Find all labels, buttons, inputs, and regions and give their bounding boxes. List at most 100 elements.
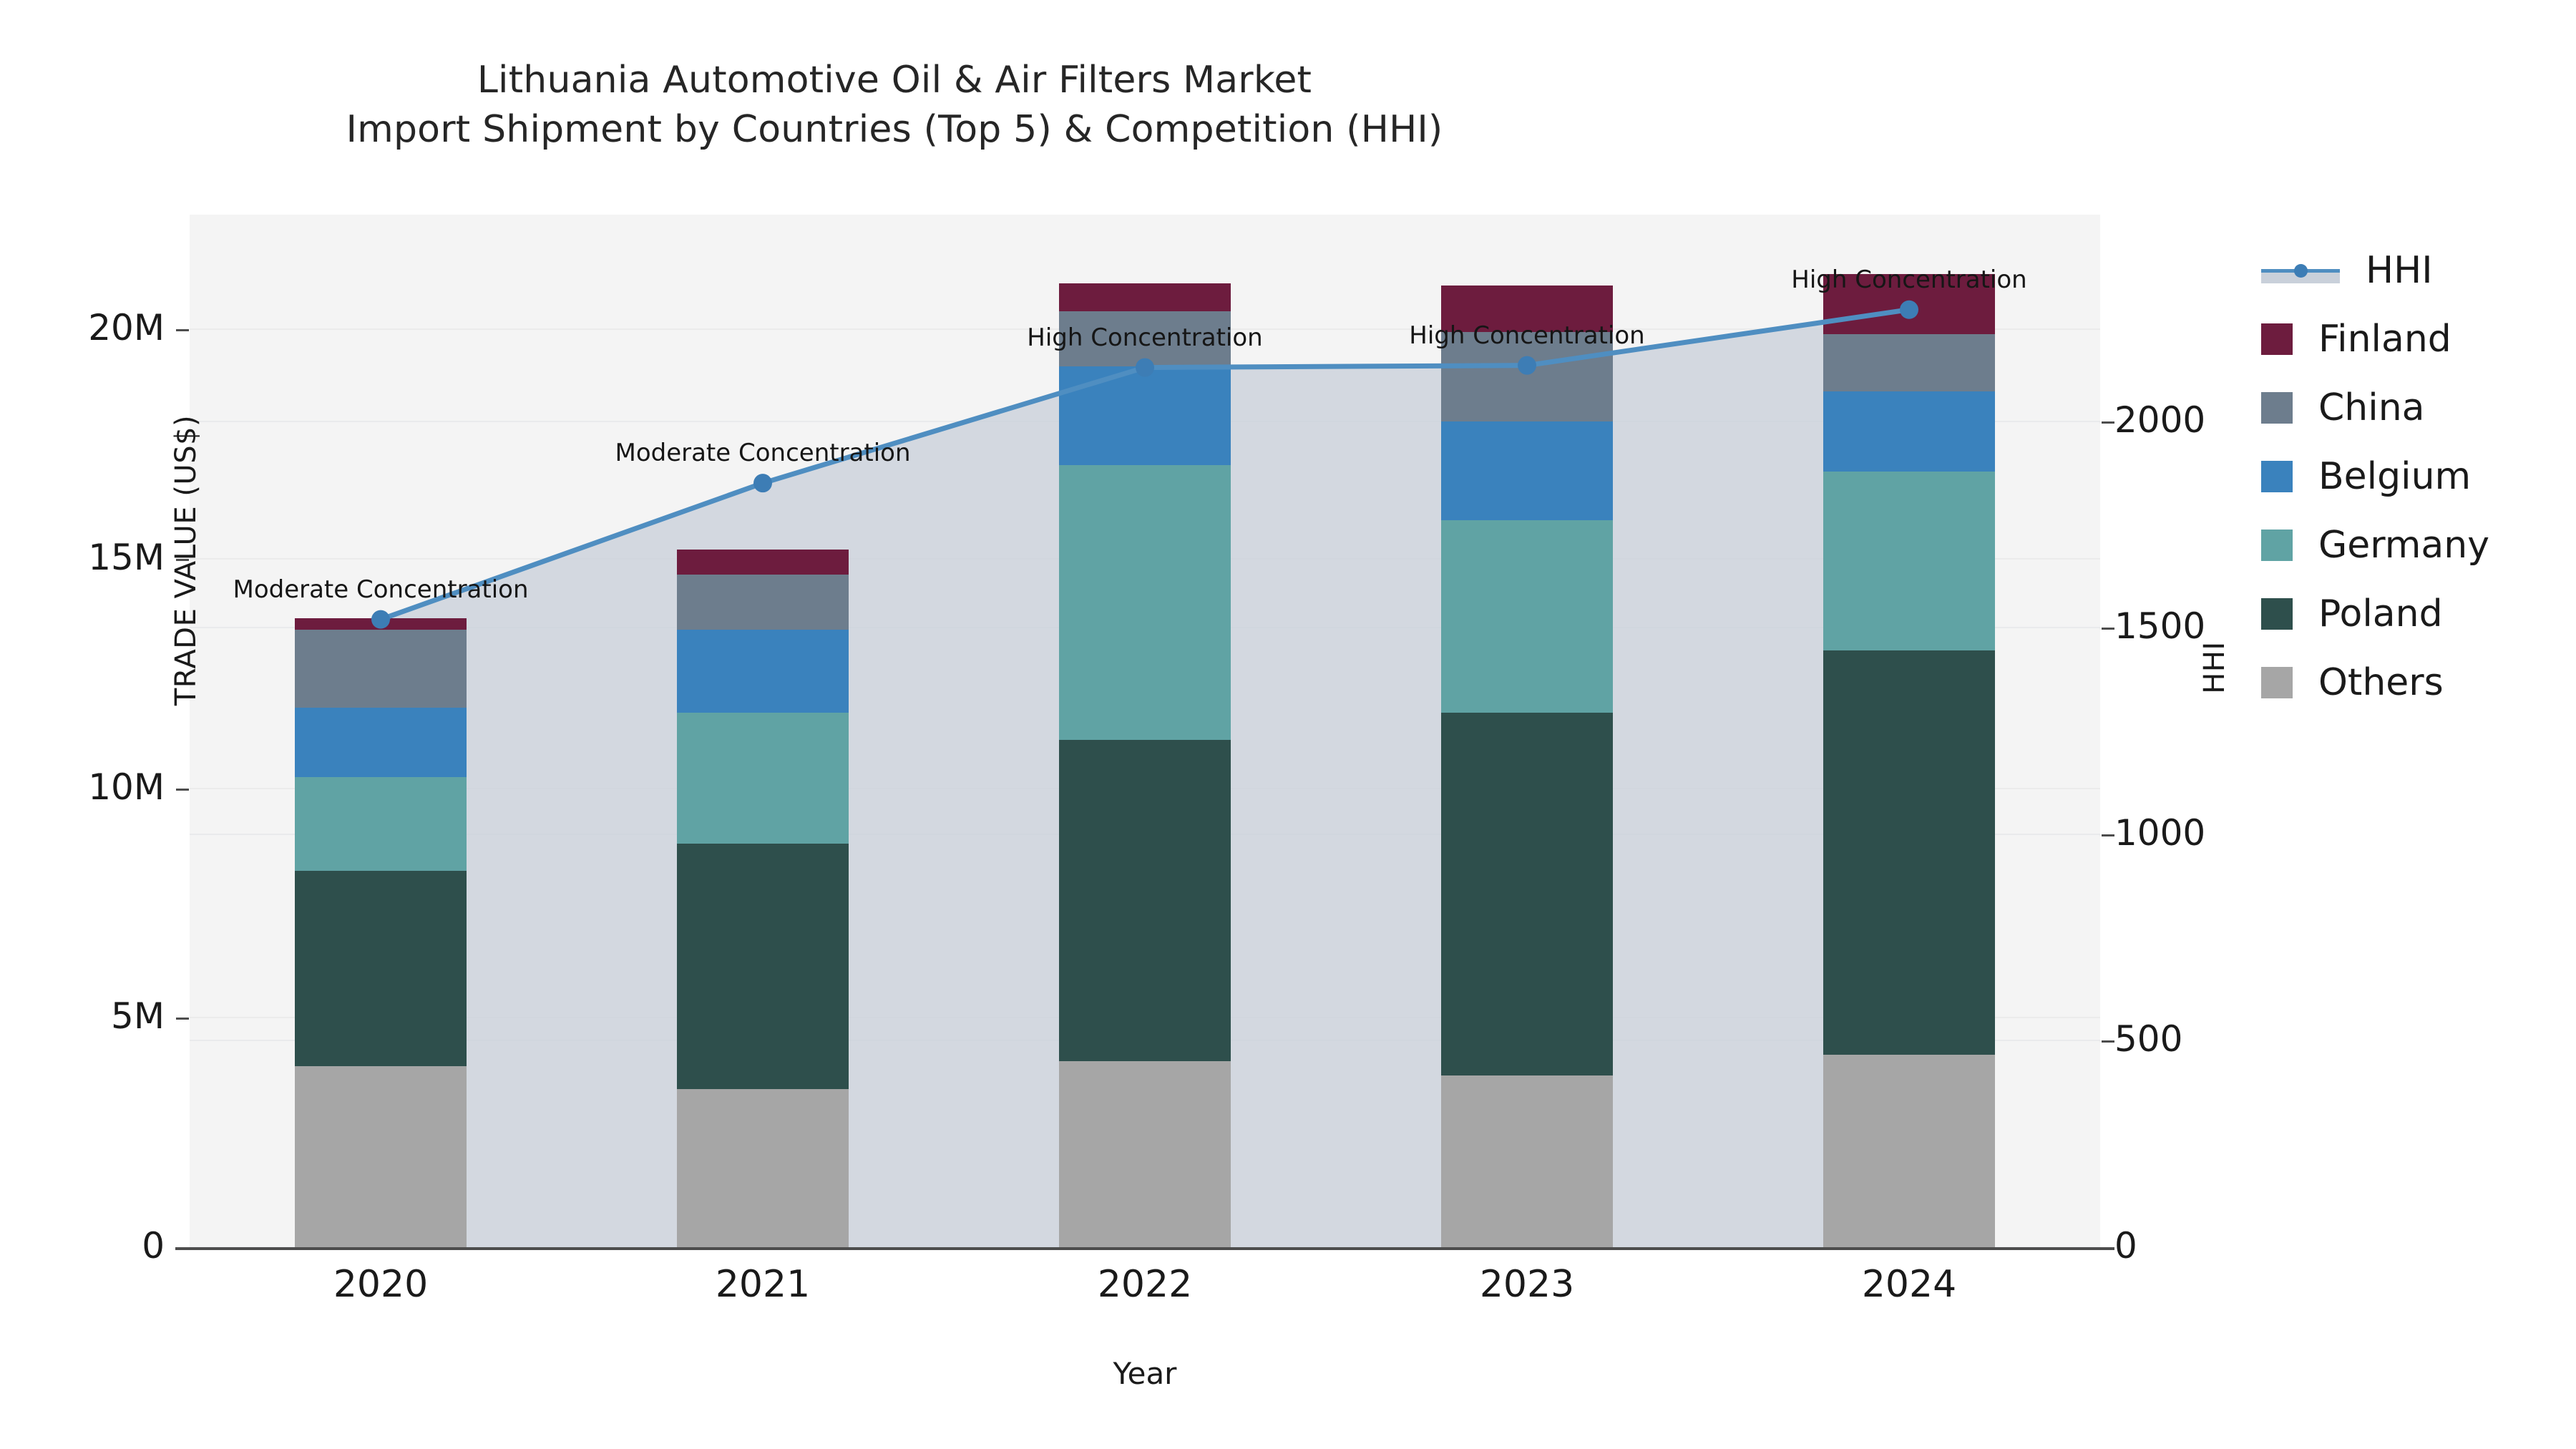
bar-segment-others[interactable] bbox=[1909, 1054, 1995, 1247]
bar-segment-poland[interactable] bbox=[677, 843, 763, 1089]
legend-item[interactable]: China bbox=[2261, 374, 2562, 442]
legend-item[interactable]: Germany bbox=[2261, 511, 2562, 580]
bar-segment-belgium[interactable] bbox=[1145, 366, 1231, 465]
legend-label: Belgium bbox=[2318, 455, 2472, 498]
bar-segment-finland[interactable] bbox=[381, 618, 467, 630]
bar-segment-others[interactable] bbox=[1527, 1075, 1613, 1247]
x-tick: 2022 bbox=[1097, 1263, 1193, 1306]
bar-segment-china[interactable] bbox=[1527, 331, 1613, 421]
bar-segment-others[interactable] bbox=[1823, 1054, 1909, 1247]
bar-segment-germany[interactable] bbox=[1527, 519, 1613, 713]
bar-segment-germany[interactable] bbox=[677, 712, 763, 844]
bar-segment-china[interactable] bbox=[763, 575, 849, 630]
bar-segment-china[interactable] bbox=[295, 630, 381, 708]
bar-segment-finland[interactable] bbox=[1527, 286, 1613, 332]
bar-segment-poland[interactable] bbox=[763, 843, 849, 1089]
chart-title-line2: Import Shipment by Countries (Top 5) & C… bbox=[346, 107, 1443, 151]
bar-segment-germany[interactable] bbox=[1909, 472, 1995, 651]
legend-swatch bbox=[2261, 598, 2293, 630]
bar-segment-china[interactable] bbox=[1909, 333, 1995, 391]
legend-item[interactable]: HHI bbox=[2261, 236, 2562, 305]
bar-segment-germany[interactable] bbox=[1441, 519, 1527, 713]
bar-segment-poland[interactable] bbox=[1527, 712, 1613, 1075]
y-tick-mark-right bbox=[2102, 1040, 2114, 1043]
y-tick-mark-right bbox=[2102, 421, 2114, 424]
bar-segment-finland[interactable] bbox=[1441, 286, 1527, 332]
bar-segment-finland[interactable] bbox=[1823, 274, 1909, 334]
bar-segment-belgium[interactable] bbox=[295, 708, 381, 777]
bar-segment-belgium[interactable] bbox=[381, 708, 467, 777]
bar-segment-finland[interactable] bbox=[1145, 283, 1231, 311]
bar-segment-others[interactable] bbox=[1145, 1061, 1231, 1247]
y-tick-mark-right bbox=[2102, 628, 2114, 630]
bar-segment-germany[interactable] bbox=[1823, 472, 1909, 651]
bar-segment-germany[interactable] bbox=[763, 712, 849, 844]
hhi-point-annotation: Moderate Concentration bbox=[615, 439, 911, 468]
bar-segment-others[interactable] bbox=[295, 1065, 381, 1247]
bar-segment-china[interactable] bbox=[1441, 331, 1527, 421]
bar-segment-belgium[interactable] bbox=[763, 630, 849, 713]
x-tick: 2021 bbox=[715, 1263, 811, 1306]
bar-segment-finland[interactable] bbox=[763, 550, 849, 575]
y-tick-right: 1500 bbox=[2114, 605, 2206, 648]
bar-segment-china[interactable] bbox=[381, 630, 467, 708]
bar-segment-china[interactable] bbox=[1823, 333, 1909, 391]
legend-item[interactable]: Belgium bbox=[2261, 442, 2562, 511]
bar-segment-belgium[interactable] bbox=[677, 630, 763, 713]
bar-segment-poland[interactable] bbox=[1059, 740, 1145, 1062]
legend-label: Poland bbox=[2318, 592, 2443, 635]
hhi-point-annotation: Moderate Concentration bbox=[233, 575, 529, 604]
legend-swatch bbox=[2261, 323, 2293, 355]
y-tick-left: 10M bbox=[88, 766, 165, 808]
y-tick-left: 20M bbox=[88, 307, 165, 349]
chart-title-line1: Lithuania Automotive Oil & Air Filters M… bbox=[477, 59, 1312, 102]
bar-segment-china[interactable] bbox=[1145, 311, 1231, 366]
bar-segment-china[interactable] bbox=[1059, 311, 1145, 366]
bar-segment-belgium[interactable] bbox=[1441, 421, 1527, 520]
legend-item[interactable]: Finland bbox=[2261, 305, 2562, 374]
y-tick-right: 1000 bbox=[2114, 811, 2206, 854]
bar-segment-germany[interactable] bbox=[381, 776, 467, 872]
bar-segment-finland[interactable] bbox=[1059, 283, 1145, 311]
hhi-point-annotation: High Concentration bbox=[1409, 321, 1645, 350]
bar-segment-poland[interactable] bbox=[381, 871, 467, 1066]
bar-segment-finland[interactable] bbox=[295, 618, 381, 630]
bar-segment-poland[interactable] bbox=[1441, 712, 1527, 1075]
bar-segment-others[interactable] bbox=[381, 1065, 467, 1247]
legend-item[interactable]: Others bbox=[2261, 648, 2562, 717]
bar-segment-germany[interactable] bbox=[1059, 464, 1145, 741]
bar-segment-finland[interactable] bbox=[1909, 274, 1995, 334]
bar-segment-belgium[interactable] bbox=[1527, 421, 1613, 520]
y-tick-mark-left bbox=[176, 559, 189, 561]
y-tick-mark-right bbox=[2102, 834, 2114, 836]
y-tick-left: 15M bbox=[88, 537, 165, 578]
x-tick: 2023 bbox=[1479, 1263, 1575, 1306]
bar-segment-others[interactable] bbox=[1059, 1061, 1145, 1247]
bar-segment-others[interactable] bbox=[763, 1088, 849, 1247]
legend-swatch bbox=[2261, 667, 2293, 698]
legend-label: Others bbox=[2318, 661, 2444, 704]
bar-segment-china[interactable] bbox=[677, 575, 763, 630]
bar-segment-belgium[interactable] bbox=[1823, 391, 1909, 472]
bar-segment-finland[interactable] bbox=[677, 550, 763, 575]
bar-segment-poland[interactable] bbox=[1909, 650, 1995, 1055]
legend-swatch bbox=[2261, 392, 2293, 424]
bar-segment-belgium[interactable] bbox=[1909, 391, 1995, 472]
bar-segment-others[interactable] bbox=[677, 1088, 763, 1247]
legend-swatch bbox=[2261, 530, 2293, 561]
bar-segment-poland[interactable] bbox=[295, 871, 381, 1066]
y-tick-mark-left bbox=[176, 788, 189, 791]
bar-segment-germany[interactable] bbox=[295, 776, 381, 872]
bar-segment-poland[interactable] bbox=[1145, 740, 1231, 1062]
y-tick-right: 500 bbox=[2114, 1018, 2183, 1060]
bar-segment-others[interactable] bbox=[1441, 1075, 1527, 1247]
legend-item[interactable]: Poland bbox=[2261, 580, 2562, 648]
plot-area bbox=[190, 215, 2100, 1248]
bar-segment-poland[interactable] bbox=[1823, 650, 1909, 1055]
hhi-line bbox=[371, 300, 1918, 629]
chart-title: Lithuania Automotive Oil & Air Filters M… bbox=[0, 56, 1789, 154]
bar-segment-germany[interactable] bbox=[1145, 464, 1231, 741]
y-axis-left-label: TRADE VALUE (US$) bbox=[170, 414, 203, 706]
legend-swatch bbox=[2261, 461, 2293, 492]
x-axis-line bbox=[175, 1247, 2114, 1250]
